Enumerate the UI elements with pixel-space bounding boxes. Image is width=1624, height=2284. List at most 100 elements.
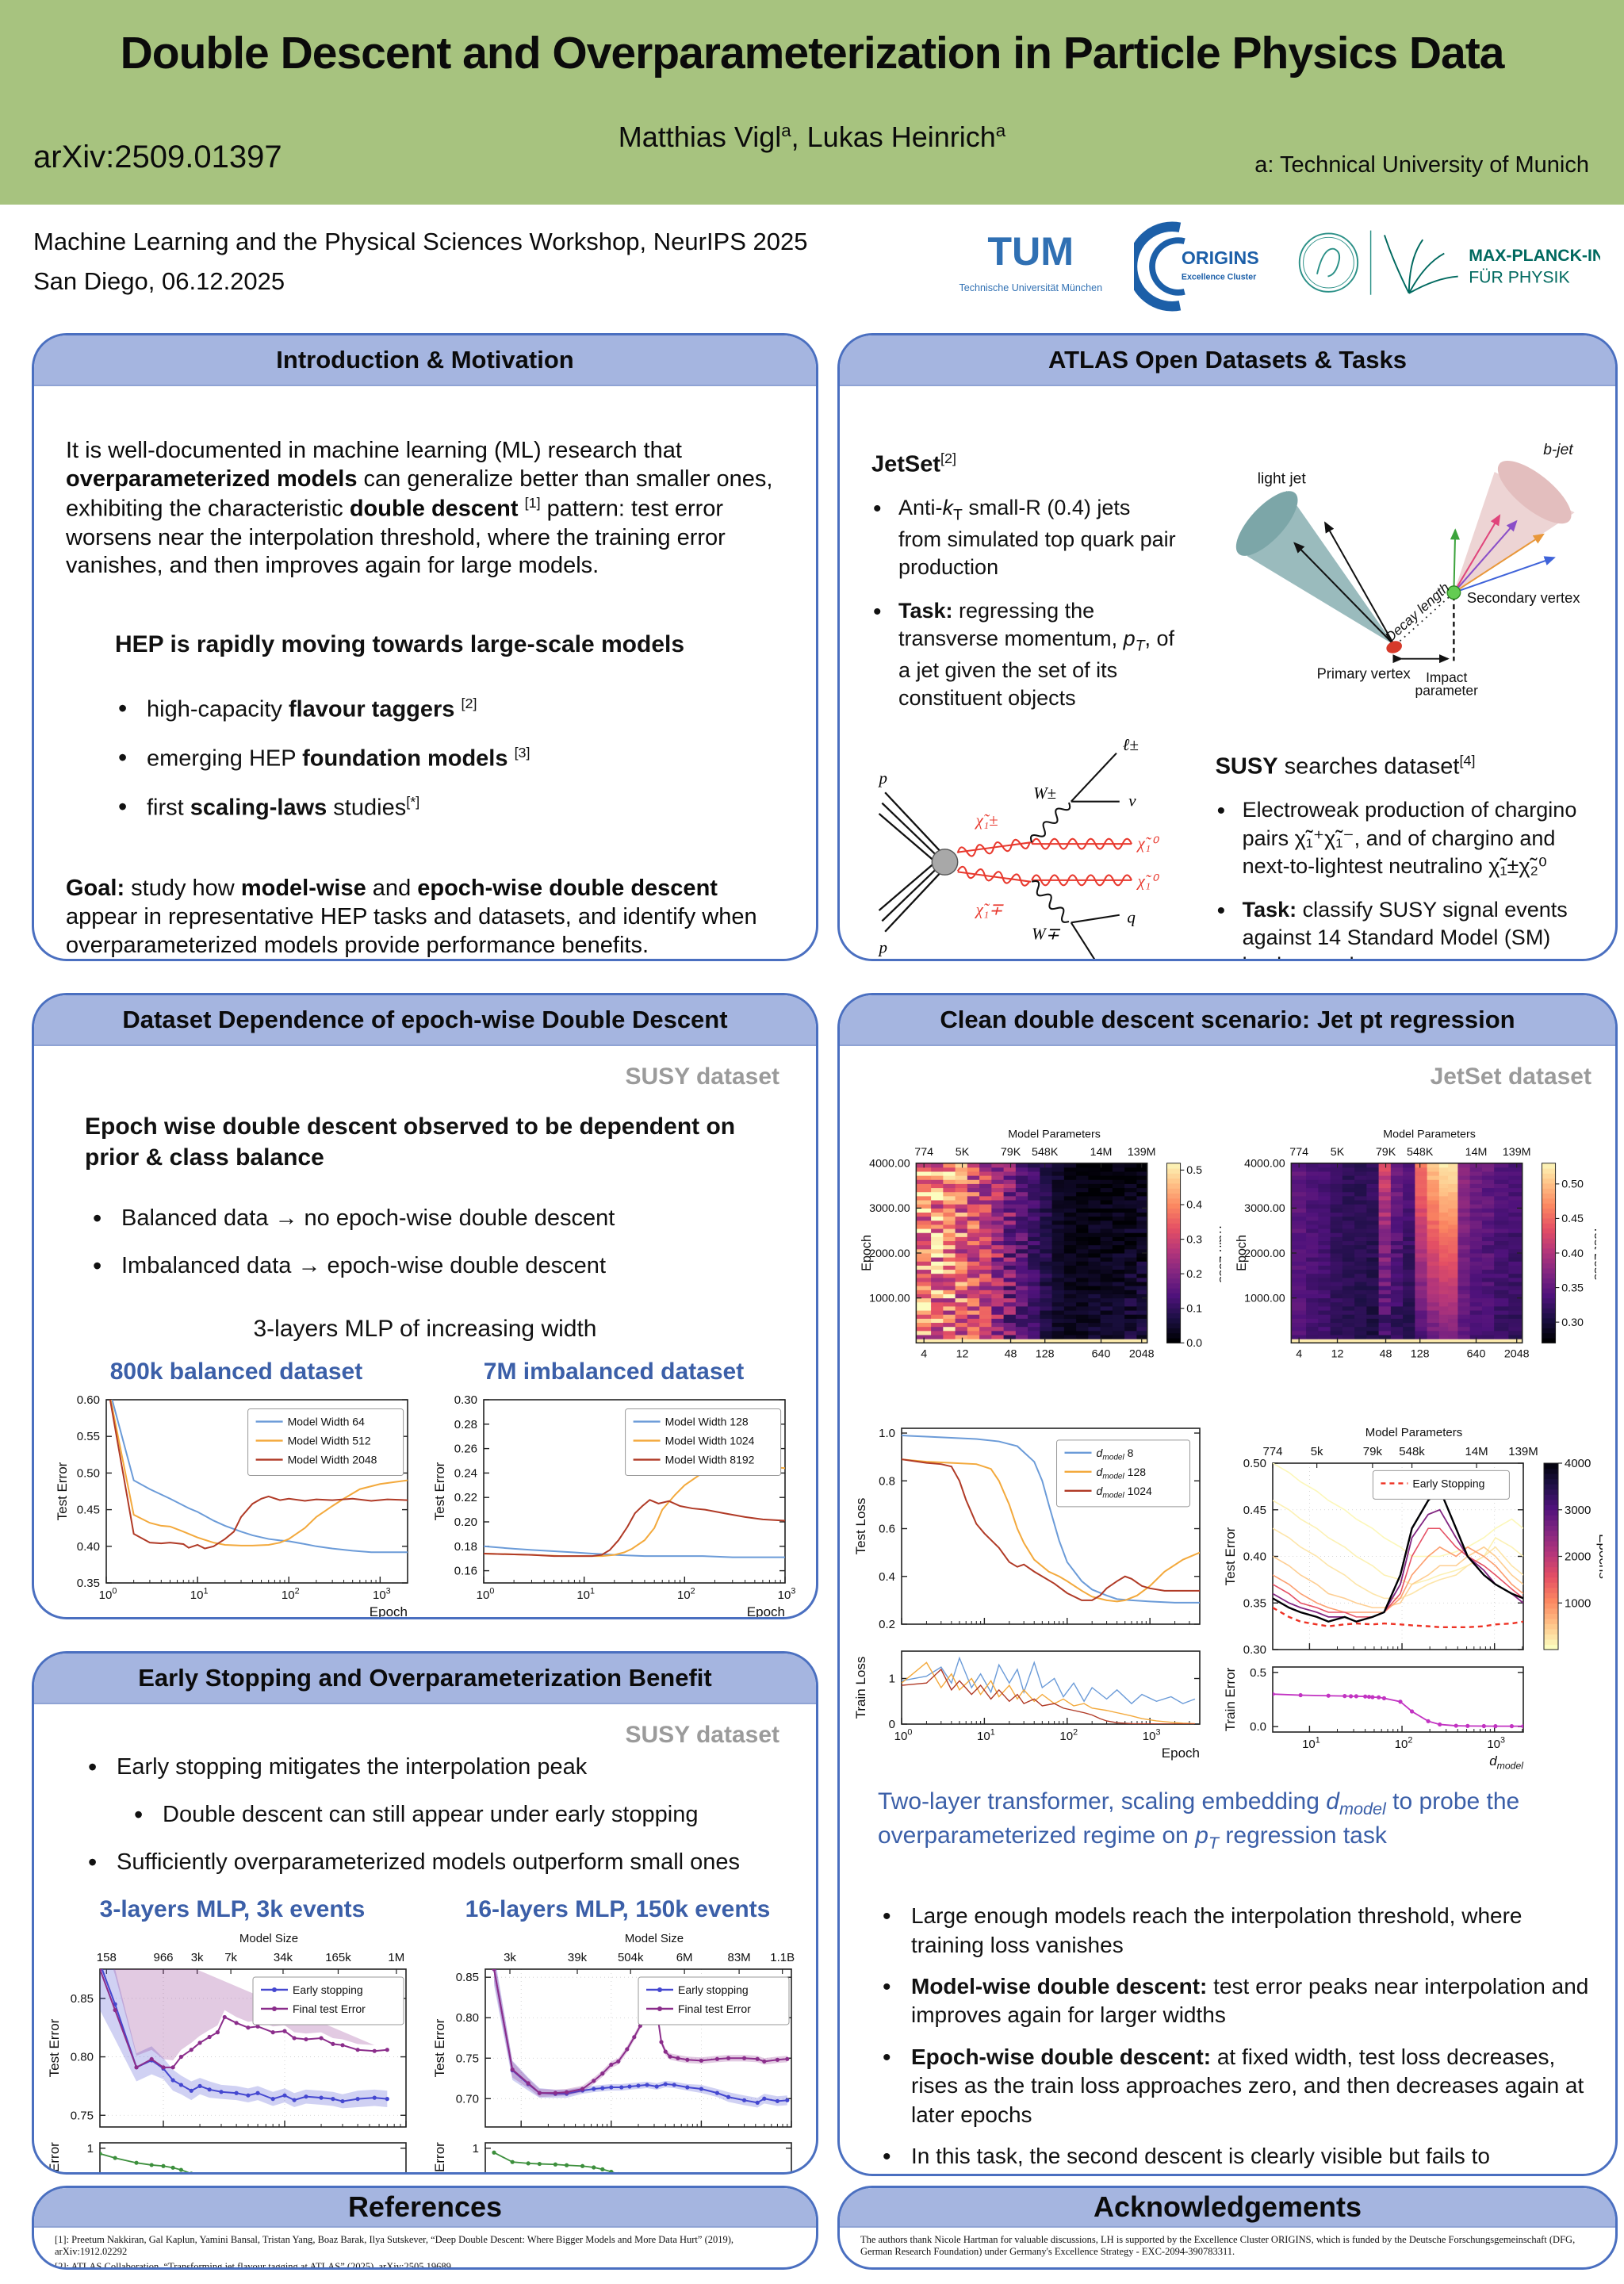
svg-text:Test Error: Test Error <box>1223 1527 1238 1585</box>
tum-logo: TUM Technische Universität München <box>959 229 1102 293</box>
svg-text:5k: 5k <box>1311 1445 1323 1458</box>
chart-7m-svg: 100 101 102 103 0.16 0.18 0.20 0.22 0.24 0.26 0.28… <box>432 1393 795 1617</box>
chart-800k-balanced: 800k balanced dataset 100 101 102 103 0.35 0.… <box>54 1359 419 1619</box>
svg-text:1000.00: 1000.00 <box>869 1292 910 1305</box>
jetset-heading: JetSet[2] <box>871 450 957 477</box>
decay-length-line <box>1395 593 1454 646</box>
mpp-line1: MAX-PLANCK-INSTITUT <box>1469 246 1600 265</box>
panel-atlas-body: JetSet[2] Anti-kT small-R (0.4) jets fro… <box>840 386 1615 959</box>
svg-text:Epoch: Epoch <box>370 1604 408 1619</box>
mpp-line2: FÜR PHYSIK <box>1469 267 1569 286</box>
jet-train-loss-svg: 100 101 102 103 0 1 Train Loss Epoch <box>853 1650 1201 1761</box>
svg-text:Model Width 1024: Model Width 1024 <box>665 1434 755 1447</box>
list-item: [2]: ATLAS Collaboration, “Transforming … <box>55 2260 451 2270</box>
svg-text:2000.00: 2000.00 <box>869 1247 910 1260</box>
svg-text:1: 1 <box>87 2142 94 2156</box>
jetset-row: JetSet[2] Anti-kT small-R (0.4) jets fro… <box>871 397 1584 728</box>
svg-text:3000.00: 3000.00 <box>869 1202 910 1215</box>
svg-text:Model Width 2048: Model Width 2048 <box>288 1453 377 1466</box>
svg-text:2048: 2048 <box>1504 1347 1530 1360</box>
lineplot-row: 0.2 0.4 0.6 0.8 1.0 Test Loss dmodel 8 dmodel 1… <box>853 1419 1603 1772</box>
minerva-circle-icon <box>1298 232 1358 293</box>
affiliation: a: Technical University of Munich <box>1254 152 1589 178</box>
neutralino-up-label: χ̃₁⁰ <box>1136 834 1160 853</box>
secondary-vertex-label: Secondary vertex <box>1467 589 1580 606</box>
workshop-info: Machine Learning and the Physical Scienc… <box>33 222 808 301</box>
svg-text:4000.00: 4000.00 <box>869 1157 910 1170</box>
list-item: Epoch-wise double descent: at fixed widt… <box>883 2042 1596 2129</box>
svg-text:dmodel: dmodel <box>1489 1753 1523 1771</box>
svg-text:0.20: 0.20 <box>454 1516 477 1529</box>
w-boson-lines-icon <box>1029 753 1120 959</box>
svg-text:640: 640 <box>1092 1347 1111 1360</box>
mlp16-train-svg: 10110210310401Train ErrorWidth <box>432 2142 792 2175</box>
references-title: References <box>34 2188 816 2228</box>
minerva-face-icon <box>1316 247 1340 278</box>
svg-text:0.2: 0.2 <box>879 1618 895 1631</box>
panel-dataset-body: SUSY dataset Epoch wise double descent o… <box>34 1046 816 1619</box>
svg-text:Train Error: Train Error <box>432 2142 447 2175</box>
svg-text:0.45: 0.45 <box>1243 1504 1266 1517</box>
b-jet-cap-icon <box>1498 460 1572 524</box>
primary-vertex-icon <box>1386 641 1403 653</box>
svg-text:0.45: 0.45 <box>1561 1213 1584 1225</box>
physik-tracks-icon <box>1383 235 1458 294</box>
panel-introduction-title: Introduction & Motivation <box>34 335 816 386</box>
svg-text:Test Error: Test Error <box>432 1462 447 1520</box>
svg-text:14M: 14M <box>1465 1146 1488 1159</box>
susy-badge2: SUSY dataset <box>625 1722 779 1748</box>
svg-text:1.0: 1.0 <box>879 1427 895 1440</box>
svg-text:Epoch: Epoch <box>1235 1235 1249 1271</box>
svg-text:102: 102 <box>282 1586 300 1602</box>
svg-text:0.50: 0.50 <box>77 1466 100 1480</box>
svg-text:Test Error: Test Error <box>432 2018 447 2077</box>
svg-text:0.85: 0.85 <box>71 1992 94 2006</box>
heatmap-row: 4 12 48 128 640 2048 1000.00 2000.00 3000.00 4000… <box>859 1114 1596 1392</box>
chart-title-mlp3k: 3-layers MLP, 3k events <box>99 1895 366 1922</box>
page-title: Double Descent and Overparameterization … <box>120 28 1505 79</box>
svg-text:3000.00: 3000.00 <box>1244 1202 1285 1215</box>
list-item: Task: regressing the transverse momentum… <box>871 596 1176 712</box>
subheader: Machine Learning and the Physical Scienc… <box>0 205 1624 333</box>
svg-text:Model Size: Model Size <box>625 1932 684 1945</box>
interaction-blob-icon <box>931 849 959 876</box>
panel-atlas-datasets: ATLAS Open Datasets & Tasks JetSet[2] An… <box>837 333 1618 961</box>
jet-train-error-svg: 101 102 103 0.0 0.5 Train Error dmodel <box>1223 1666 1524 1771</box>
error-vs-dmodel-charts: 0.30 0.35 0.40 0.45 0.50 Model Parameters 774 5… <box>1222 1419 1603 1772</box>
workshop-line2: San Diego, 06.12.2025 <box>33 266 285 295</box>
chart-mlp16: 16-layers MLP, 150k events 0.70 0.75 0.80 0… <box>431 1896 804 2175</box>
svg-text:0.6: 0.6 <box>879 1523 895 1536</box>
svg-text:0.35: 0.35 <box>1561 1282 1584 1294</box>
svg-text:dmodel 1024: dmodel 1024 <box>1097 1485 1152 1500</box>
svg-text:548K: 548K <box>1032 1146 1059 1159</box>
svg-text:0.40: 0.40 <box>1243 1550 1266 1564</box>
list-item: Anti-kT small-R (0.4) jets from simulate… <box>871 493 1176 581</box>
svg-text:0.40: 0.40 <box>1561 1247 1584 1260</box>
svg-text:1M: 1M <box>388 1951 404 1964</box>
svg-text:101: 101 <box>1302 1735 1320 1751</box>
svg-text:0.60: 0.60 <box>77 1393 100 1407</box>
p-top-label: p <box>878 768 887 788</box>
svg-text:0.24: 0.24 <box>454 1466 477 1480</box>
svg-text:102: 102 <box>677 1586 695 1602</box>
svg-text:4: 4 <box>921 1347 927 1360</box>
svg-text:102: 102 <box>1059 1727 1078 1743</box>
intro-bullet-list: high-capacity flavour taggers [2] emergin… <box>66 693 784 822</box>
svg-text:0.18: 0.18 <box>454 1540 477 1554</box>
svg-text:100: 100 <box>99 1586 117 1602</box>
list-item: [1]: Preetum Nakkiran, Gal Kaplun, Yamin… <box>55 2234 734 2258</box>
tum-logo-text: TUM <box>987 229 1074 274</box>
svg-text:Train Error: Train Error <box>1223 1667 1238 1731</box>
svg-text:1000: 1000 <box>1565 1596 1591 1610</box>
svg-text:0.28: 0.28 <box>454 1418 477 1431</box>
impact-parameter-label1: Impact <box>1426 669 1467 685</box>
arxiv-id: arXiv:2509.01397 <box>33 140 282 174</box>
susy-text: SUSY searches dataset[4] Electroweak pro… <box>1205 731 1584 959</box>
svg-text:Model Parameters: Model Parameters <box>1365 1426 1463 1439</box>
panel-clean-title: Clean double descent scenario: Jet pt re… <box>840 995 1615 1046</box>
svg-text:79K: 79K <box>1001 1146 1021 1159</box>
svg-text:Train Error: Train Error <box>47 2142 62 2175</box>
svg-text:0.30: 0.30 <box>1561 1316 1584 1329</box>
sv-track-blue-icon <box>1454 556 1557 594</box>
